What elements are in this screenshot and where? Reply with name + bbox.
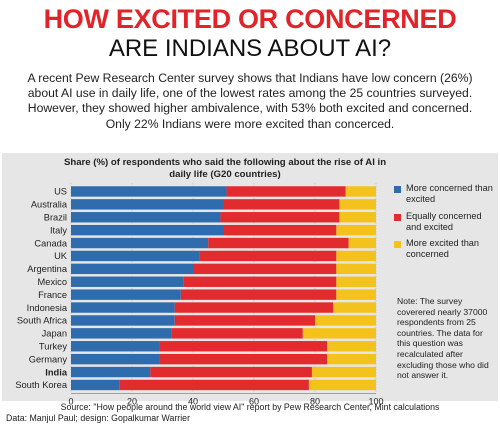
bar-us-equally: [226, 186, 346, 197]
bar-brazil-concerned: [71, 212, 221, 223]
legend-label-equally: Equally concerned and excited: [406, 211, 482, 232]
bar-australia-equally: [223, 199, 340, 210]
category-label-south-africa: South Africa: [17, 316, 68, 326]
bar-argentina-concerned: [71, 263, 193, 275]
category-label-france: France: [38, 290, 67, 300]
category-label-south-korea: South Korea: [15, 380, 68, 390]
bar-italy-equally: [223, 224, 337, 236]
legend-label-excited: More excited than concerned: [406, 238, 480, 259]
category-label-brazil: Brazil: [44, 212, 67, 222]
bar-canada-excited: [348, 237, 376, 249]
legend-item-equally: Equally concerned and excited: [394, 211, 498, 233]
category-label-japan: Japan: [42, 329, 67, 339]
bar-germany-equally: [159, 353, 328, 365]
category-label-uk: UK: [54, 251, 68, 261]
bar-uk-concerned: [71, 250, 200, 262]
x-tick-label-60: 60: [249, 396, 259, 406]
bar-india-equally: [150, 366, 312, 378]
survey-note: Note: The survey coverered nearly 37000 …: [397, 296, 489, 381]
bar-turkey-excited: [327, 341, 376, 352]
legend-item-excited: More excited than concerned: [394, 238, 498, 260]
bar-argentina-equally: [193, 263, 337, 275]
bar-italy-concerned: [71, 224, 224, 236]
category-label-indonesia: Indonesia: [27, 303, 68, 313]
bar-france-concerned: [71, 289, 181, 300]
x-tick-label-20: 20: [127, 396, 137, 406]
category-label-germany: Germany: [29, 354, 68, 364]
bar-south-korea-excited: [308, 379, 376, 391]
bar-indonesia-concerned: [71, 302, 175, 313]
bar-south-africa-equally: [174, 315, 315, 326]
legend-label-concerned: More concerned than excited: [406, 183, 493, 204]
bar-india-concerned: [71, 366, 151, 378]
bar-australia-concerned: [71, 199, 224, 210]
chart-title: Share (%) of respondents who said the fo…: [63, 157, 387, 180]
bar-germany-concerned: [71, 353, 160, 365]
bar-indonesia-equally: [174, 302, 334, 313]
legend-swatch-equally: [394, 214, 401, 221]
headline-line-1: HOW EXCITED OR CONCERNED: [43, 4, 457, 34]
bar-south-korea-equally: [119, 379, 309, 391]
category-label-india: India: [45, 367, 68, 377]
bar-south-africa-concerned: [71, 315, 175, 326]
category-label-canada: Canada: [34, 238, 67, 248]
category-label-us: US: [54, 187, 67, 197]
category-label-italy: Italy: [50, 225, 67, 235]
bar-brazil-equally: [220, 212, 340, 223]
legend-item-concerned: More concerned than excited: [394, 183, 498, 205]
x-tick-label-40: 40: [188, 396, 198, 406]
bar-japan-equally: [171, 328, 303, 339]
bar-italy-excited: [336, 224, 376, 236]
legend-swatch-excited: [394, 241, 401, 248]
intro-paragraph: A recent Pew Research Center survey show…: [27, 71, 473, 131]
x-tick-label-100: 100: [368, 396, 383, 406]
bar-us-concerned: [71, 186, 227, 197]
bar-japan-concerned: [71, 328, 172, 339]
bar-uk-excited: [336, 250, 376, 262]
bar-france-equally: [180, 289, 337, 300]
bar-france-excited: [336, 289, 376, 300]
bar-mexico-equally: [183, 276, 337, 287]
legend-swatch-concerned: [394, 186, 401, 193]
category-label-mexico: Mexico: [38, 277, 67, 287]
x-tick-label-0: 0: [68, 396, 73, 406]
bar-canada-concerned: [71, 237, 209, 249]
bar-argentina-excited: [336, 263, 376, 275]
bar-indonesia-excited: [333, 302, 376, 313]
bar-mexico-concerned: [71, 276, 184, 287]
category-label-australia: Australia: [31, 200, 68, 210]
bar-south-korea-concerned: [71, 379, 120, 391]
bar-australia-excited: [339, 199, 376, 210]
category-label-turkey: Turkey: [39, 341, 67, 351]
bar-turkey-concerned: [71, 341, 160, 352]
bar-uk-equally: [199, 250, 337, 262]
x-tick-label-80: 80: [310, 396, 320, 406]
bar-brazil-excited: [339, 212, 376, 223]
bar-germany-excited: [327, 353, 376, 365]
headline-line-2: ARE INDIANS ABOUT AI?: [108, 35, 392, 62]
bar-india-excited: [311, 366, 376, 378]
bar-turkey-equally: [159, 341, 328, 352]
bar-us-excited: [345, 186, 376, 197]
bar-canada-equally: [208, 237, 349, 249]
category-label-argentina: Argentina: [27, 264, 68, 274]
bar-japan-excited: [302, 328, 376, 339]
source-line: Source: "How people around the world vie…: [60, 402, 440, 412]
bar-mexico-excited: [336, 276, 376, 287]
bar-south-africa-excited: [315, 315, 376, 326]
credit-line: Data: Manjul Paul; design: Gopalkumar Wa…: [6, 413, 190, 423]
